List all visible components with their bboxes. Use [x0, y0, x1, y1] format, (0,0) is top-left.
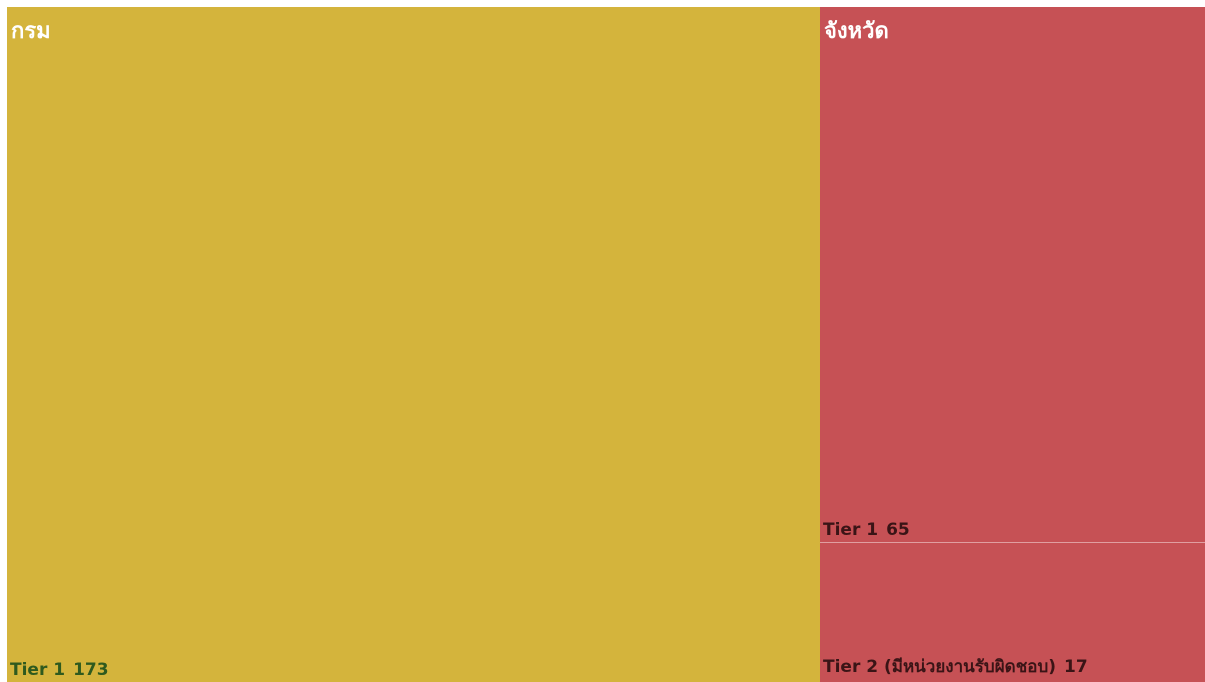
treemap-cell[interactable]: Tier 1 173	[7, 7, 820, 682]
treemap-chart: Tier 1 173 กรม Tier 1 65 Tier 2 (มีหน่วยงานรั…	[7, 7, 1205, 682]
treemap-cell-label: Tier 1 173	[10, 660, 109, 680]
treemap-group: Tier 1 173 กรม	[7, 7, 820, 682]
treemap-group-title: กรม	[11, 19, 51, 44]
treemap-group: Tier 1 65 Tier 2 (มีหน่วยงานรับผิดชอบ) 17 จั…	[820, 7, 1205, 682]
treemap-cell-category: Tier 1	[10, 660, 66, 680]
treemap-cell-value: 173	[73, 660, 109, 680]
treemap-group-title: จังหวัด	[824, 19, 889, 44]
treemap-cell-value: 65	[886, 520, 910, 540]
treemap-cell-label: Tier 1 65	[823, 520, 910, 540]
treemap-cell[interactable]: Tier 2 (มีหน่วยงานรับผิดชอบ) 17	[820, 542, 1205, 682]
treemap-cell-value: 17	[1064, 657, 1088, 677]
treemap-cell[interactable]: Tier 1 65	[820, 7, 1205, 542]
treemap-cell-category: Tier 1	[823, 520, 879, 540]
treemap-cell-category: Tier 2 (มีหน่วยงานรับผิดชอบ)	[823, 657, 1057, 677]
treemap-cell-label: Tier 2 (มีหน่วยงานรับผิดชอบ) 17	[823, 653, 1088, 680]
